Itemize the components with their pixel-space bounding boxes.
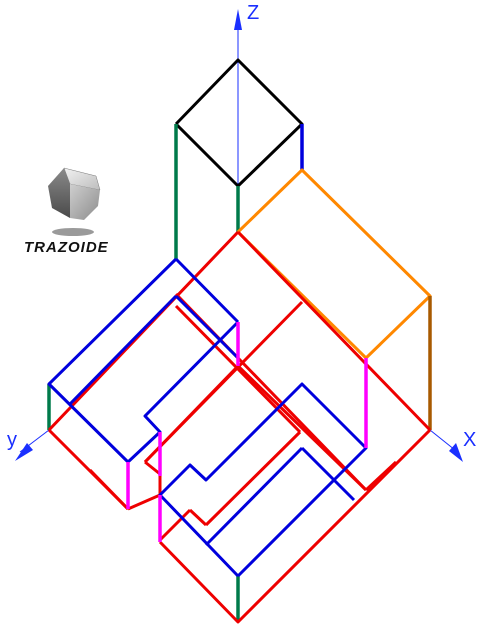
trazoide-logo: TRAZOIDE — [24, 168, 109, 256]
cube-icon — [48, 168, 100, 236]
z-axis: Z — [234, 2, 259, 188]
y-axis: y — [7, 429, 49, 461]
red-edges — [49, 232, 430, 622]
z-axis-label: Z — [247, 2, 259, 24]
black-top-face — [176, 60, 302, 186]
magenta-edges — [128, 322, 366, 542]
blue-edges — [49, 259, 366, 576]
x-axis: X — [430, 429, 476, 462]
x-axis-label: X — [463, 429, 476, 451]
y-axis-label: y — [7, 429, 17, 451]
logo-text: TRAZOIDE — [24, 239, 109, 256]
